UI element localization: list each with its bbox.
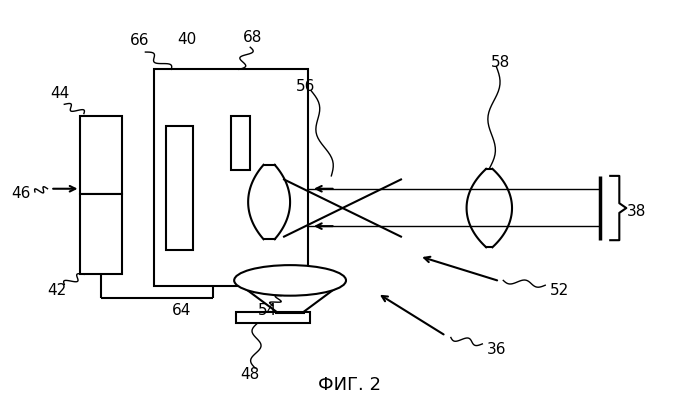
Text: 38: 38 bbox=[626, 203, 646, 218]
Text: 46: 46 bbox=[11, 186, 31, 201]
Text: 56: 56 bbox=[296, 79, 315, 94]
Ellipse shape bbox=[234, 265, 346, 296]
Bar bbox=[154, 70, 308, 287]
Text: 58: 58 bbox=[491, 55, 510, 70]
Bar bbox=[236, 312, 310, 324]
Bar bbox=[80, 116, 122, 194]
Bar bbox=[80, 194, 122, 275]
Text: 44: 44 bbox=[50, 86, 69, 101]
Text: 66: 66 bbox=[130, 33, 150, 48]
Text: ФИГ. 2: ФИГ. 2 bbox=[318, 375, 381, 393]
Bar bbox=[231, 116, 250, 170]
Text: 68: 68 bbox=[243, 30, 263, 45]
Text: 52: 52 bbox=[549, 282, 569, 297]
Text: 36: 36 bbox=[487, 341, 506, 356]
Text: 40: 40 bbox=[178, 32, 197, 47]
Bar bbox=[166, 126, 193, 251]
Text: 42: 42 bbox=[48, 282, 67, 297]
Text: 64: 64 bbox=[172, 302, 192, 317]
Text: 48: 48 bbox=[240, 366, 260, 381]
Text: 54: 54 bbox=[257, 302, 277, 317]
